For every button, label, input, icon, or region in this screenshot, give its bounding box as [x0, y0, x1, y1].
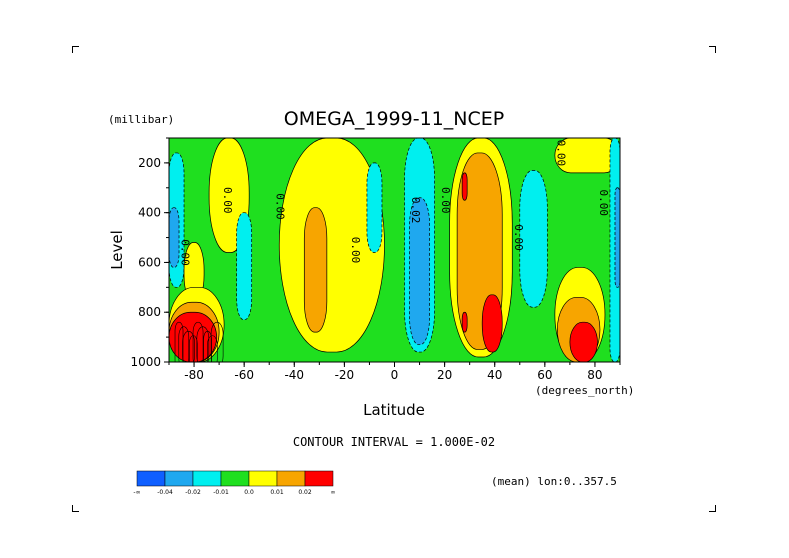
- colorbar-swatch: [192, 470, 222, 487]
- y-tick-label: 400: [138, 206, 161, 220]
- x-tick-label: 0: [391, 368, 399, 382]
- contour-region-blue: [409, 197, 430, 345]
- colorbar-label: -∞: [133, 489, 140, 496]
- colorbar-label: -0.04: [157, 489, 173, 496]
- contour-region-cyan: [366, 162, 383, 253]
- contour-line: [174, 321, 184, 362]
- contour-region-blue: [169, 207, 180, 268]
- contour-line: [196, 326, 210, 362]
- contour-line: [203, 330, 212, 362]
- x-tick-label: 60: [537, 368, 552, 382]
- contour-region-cyan: [236, 212, 253, 321]
- colorbar-label: 0.02: [298, 489, 312, 496]
- longitude-range-text: (mean) lon:0..357.5: [491, 475, 617, 488]
- y-tick-label: 600: [138, 255, 161, 269]
- contour-line: [210, 321, 224, 362]
- contour-region-cyan: [519, 170, 548, 308]
- contour-region-red: [461, 311, 468, 333]
- contour-region-orange: [303, 207, 328, 333]
- colorbar-label: 0.0: [244, 489, 254, 496]
- x-tick-label: -80: [184, 368, 204, 382]
- contour-region-blue: [614, 187, 620, 288]
- crop-mark-top-left: [72, 46, 79, 53]
- y-axis-units: (millibar): [108, 113, 174, 126]
- contour-labels: 0.00 0.00 0.00 0.00 0.02 0.00 0.00 0.00 0.00: [179, 140, 610, 266]
- x-axis-label: Latitude: [363, 401, 425, 419]
- x-tick-label: 80: [587, 368, 602, 382]
- y-axis: 1000 800 600 400 200: [130, 137, 169, 369]
- x-tick-label: 40: [487, 368, 502, 382]
- chart-title: OMEGA_1999-11_NCEP: [284, 108, 504, 130]
- colorbar-label: -0.02: [185, 489, 201, 496]
- contour-label: 0.00: [439, 187, 452, 214]
- y-tick-label: 1000: [130, 355, 161, 369]
- plot-area: [169, 138, 620, 362]
- colorbar-swatch: [164, 470, 194, 487]
- colorbar-swatch: [220, 470, 250, 487]
- colorbar-swatch: [248, 470, 278, 487]
- contour-label: 0.00: [221, 187, 234, 214]
- x-axis-units: (degrees_north): [535, 384, 634, 397]
- colorbar-swatch: [136, 470, 166, 487]
- x-tick-label: -20: [335, 368, 355, 382]
- crop-mark-bottom-left: [72, 505, 79, 512]
- contour-label: 0.00: [554, 140, 567, 167]
- y-axis-label: Level: [108, 230, 126, 270]
- colorbar-label: ∞: [331, 489, 336, 496]
- colorbar-swatch: [304, 470, 334, 487]
- contour-interval-text: CONTOUR INTERVAL = 1.000E-02: [293, 435, 495, 449]
- crop-mark-bottom-right: [709, 505, 716, 512]
- crop-mark-top-right: [709, 46, 716, 53]
- x-axis: -80 -60 -40 -20 0 20 40 60 80: [168, 362, 621, 382]
- colorbar-swatch: [276, 470, 306, 487]
- colorbar: -∞ -0.04 -0.02 -0.01 0.0 0.01 0.02 ∞: [133, 470, 336, 496]
- contour-label: 0.02: [409, 197, 422, 224]
- contour-line: [192, 321, 204, 362]
- x-tick-label: -60: [234, 368, 254, 382]
- y-tick-label: 800: [138, 305, 161, 319]
- contour-region-red: [481, 294, 503, 353]
- contour-region-red: [461, 172, 468, 201]
- y-tick-label: 200: [138, 156, 161, 170]
- contour-label: 0.00: [349, 237, 362, 264]
- contour-line: [182, 330, 195, 362]
- contour-line: [207, 335, 218, 362]
- x-tick-label: -40: [284, 368, 304, 382]
- contour-label: 0.00: [274, 193, 287, 220]
- colorbar-label: -0.01: [213, 489, 229, 496]
- contour-label: 0.00: [512, 224, 525, 251]
- contour-line: [178, 326, 190, 362]
- contour-label: 0.00: [179, 239, 192, 266]
- contour-label: 0.00: [597, 189, 610, 216]
- x-tick-label: 20: [437, 368, 452, 382]
- colorbar-label: 0.01: [270, 489, 284, 496]
- contour-region-red: [569, 321, 598, 362]
